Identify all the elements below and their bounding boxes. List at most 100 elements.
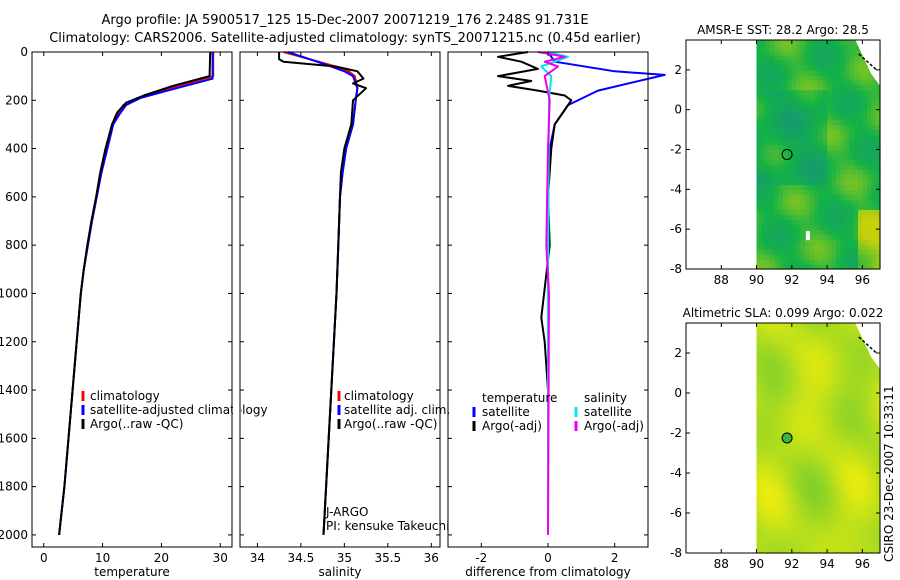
sst-field-cell [875, 189, 881, 195]
sla-field-cell [831, 493, 837, 499]
sst-field-cell [791, 99, 797, 106]
sla-field-cell [822, 338, 828, 344]
sla-field-cell [796, 483, 802, 489]
sst-lon-tick-label: 92 [784, 273, 799, 287]
sst-field-cell [858, 50, 863, 56]
sla-field-cell [761, 448, 766, 454]
sst-field-cell [831, 254, 837, 260]
sla-field-cell [805, 358, 810, 364]
sst-field-cell [778, 119, 784, 126]
sst-field-cell [787, 119, 793, 126]
sst-field-cell [800, 64, 806, 71]
sst-field-cell [849, 224, 855, 230]
sla-field-cell [809, 428, 815, 434]
sst-field-cell [800, 194, 806, 200]
sla-field-cell [796, 438, 802, 444]
sst-field-cell [822, 129, 828, 136]
sst-field-cell [866, 174, 872, 180]
sst-field-cell [866, 209, 872, 215]
sst-field-cell [827, 124, 833, 131]
sla-field-cell [796, 528, 802, 534]
sst-field-cell [822, 64, 828, 71]
sla-field-cell [796, 463, 802, 469]
sst-field-cell [853, 134, 859, 141]
sla-field-cell [875, 398, 881, 404]
sla-field-cell [765, 343, 771, 349]
sst-field-cell [809, 74, 815, 81]
sla-field-cell [840, 543, 846, 549]
sla-field-cell [813, 518, 819, 524]
sst-field-cell [765, 134, 771, 141]
sst-field-cell [831, 204, 837, 210]
sst-field-cell [866, 139, 872, 146]
sst-field-cell [871, 244, 877, 250]
sla-field-cell [774, 548, 780, 554]
sst-field-cell [875, 199, 881, 205]
sla-field-cell [761, 523, 766, 529]
sst-field-cell [791, 109, 797, 116]
sst-field-cell [769, 50, 775, 56]
temperature-series-1 [58, 52, 214, 536]
sst-field-cell [858, 179, 863, 185]
sla-field-cell [871, 533, 877, 539]
sst-field-cell [866, 249, 872, 255]
sst-lon-tick-label: 94 [819, 273, 834, 287]
sla-field-cell [769, 323, 775, 329]
sst-field-cell [866, 154, 872, 161]
sla-field-cell [853, 473, 859, 479]
legend-clip [233, 390, 241, 435]
sla-field-cell [866, 373, 872, 379]
sst-field-cell [849, 144, 855, 151]
sst-field-cell [831, 154, 837, 161]
sla-field-cell [818, 403, 824, 409]
sst-field-cell [840, 129, 846, 136]
sla-field-cell [840, 468, 846, 474]
sla-field-cell [835, 498, 841, 504]
sla-field-cell [756, 408, 762, 414]
sla-field-cell [756, 433, 762, 439]
sla-field-cell [840, 448, 846, 454]
sst-field-cell [800, 119, 806, 126]
sla-field-cell [827, 518, 833, 524]
sla-field-cell [835, 418, 841, 424]
sla-field-cell [805, 423, 810, 429]
sla-field-cell [813, 403, 819, 409]
sst-field-cell [822, 264, 828, 270]
sla-field-cell [866, 398, 872, 404]
sla-field-cell [858, 498, 863, 504]
sla-field-cell [822, 328, 828, 334]
sla-field-cell [862, 488, 868, 494]
sla-field-cell [813, 488, 819, 494]
sla-field-cell [774, 368, 780, 374]
sst-field-cell [875, 239, 881, 245]
sst-field-cell [756, 139, 762, 146]
sst-field-cell [769, 219, 775, 225]
sla-field-cell [818, 433, 824, 439]
sst-field-cell [866, 74, 872, 81]
sla-field-cell [822, 323, 828, 329]
sst-field-cell [800, 164, 806, 171]
sst-field-cell [809, 59, 815, 66]
sla-field-cell [844, 363, 850, 369]
sla-field-cell [849, 343, 855, 349]
sst-field-cell [783, 79, 788, 86]
sla-field-cell [840, 528, 846, 534]
sla-field-cell [796, 403, 802, 409]
sla-field-cell [769, 513, 775, 519]
sla-field-cell [871, 523, 877, 529]
sla-field-cell [756, 428, 762, 434]
sla-field-cell [774, 418, 780, 424]
sst-field-cell [840, 169, 846, 175]
sst-field-cell [818, 174, 824, 180]
sla-field-cell [769, 428, 775, 434]
sla-field-cell [818, 518, 824, 524]
sst-lat-tick-label: -4 [670, 182, 682, 196]
sst-field-cell [871, 134, 877, 141]
sst-field-cell [822, 114, 828, 121]
sla-field-cell [866, 478, 872, 484]
sla-field-cell [844, 443, 850, 449]
sst-field-cell [862, 74, 868, 81]
sst-field-cell [862, 129, 868, 136]
sst-field-cell [875, 144, 881, 151]
sla-field-cell [787, 338, 793, 344]
